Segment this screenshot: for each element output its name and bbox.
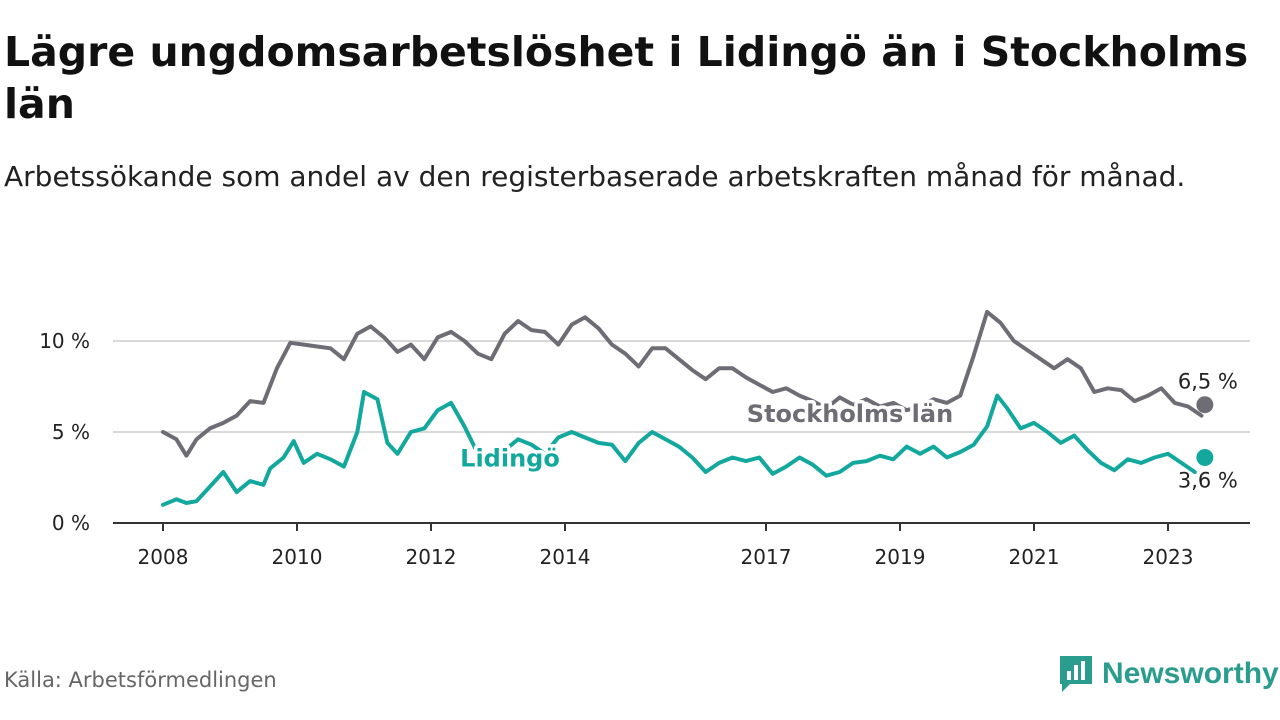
end-point-stockholm [1196, 396, 1214, 414]
series-label-lidingo: Lidingö [460, 445, 560, 473]
series-line-lidingo [161, 390, 1197, 507]
series-labels: 6,5 % 3,6 % Stockholms län Lidingö [457, 370, 1238, 493]
brand-logo: Newsworthy [1058, 654, 1279, 694]
y-tick-label-1: 5 % [52, 420, 90, 444]
series-lines [161, 309, 1214, 507]
x-tick-label-2: 2012 [406, 545, 457, 569]
newsworthy-logo-icon [1060, 656, 1092, 692]
chart-subtitle: Arbetssökande som andel av den registerb… [4, 160, 1186, 193]
x-tick-label-6: 2021 [1009, 545, 1060, 569]
x-axis: 2008 2010 2012 2014 2017 2019 2021 2023 [113, 522, 1250, 569]
end-point-lidingo [1196, 448, 1214, 466]
x-tick-label-5: 2019 [875, 545, 926, 569]
y-tick-label-2: 10 % [39, 329, 90, 353]
series-label-stockholm: Stockholms län [747, 400, 953, 428]
x-tick-label-4: 2017 [741, 545, 792, 569]
y-axis-ticks: 0 % 5 % 10 % [39, 329, 90, 535]
grid-lines [113, 340, 1250, 433]
chart-title: Lägre ungdomsarbetslöshet i Lidingö än i… [4, 28, 1249, 128]
brand-name: Newsworthy [1102, 657, 1279, 690]
x-tick-label-3: 2014 [540, 545, 591, 569]
x-tick-label-1: 2010 [272, 545, 323, 569]
end-label-lidingo: 3,6 % [1178, 468, 1238, 492]
source-note: Källa: Arbetsförmedlingen [4, 668, 277, 692]
series-line-stockholm [161, 309, 1204, 458]
line-chart: 0 %5 %10 % 2008 2010 2012 2014 2017 2019 2021 2… [39, 309, 1250, 569]
y-tick-label-0: 0 % [52, 511, 90, 535]
x-tick-label-0: 2008 [138, 545, 189, 569]
end-label-stockholm: 6,5 % [1178, 370, 1238, 394]
x-tick-label-7: 2023 [1143, 545, 1194, 569]
